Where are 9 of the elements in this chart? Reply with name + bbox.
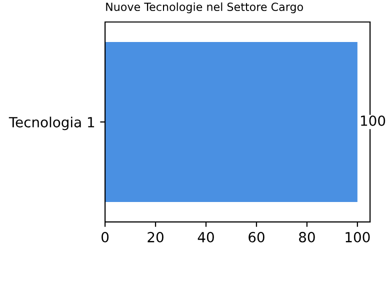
data-label: 100 — [361, 115, 386, 126]
x-tick-label: 80 — [299, 232, 315, 242]
x-tick-label: 20 — [148, 232, 164, 242]
x-tick-label: 40 — [198, 232, 214, 242]
y-tick-label: Tecnologia 1 — [8, 116, 94, 130]
x-tick-label: 60 — [248, 232, 264, 242]
x-tick-label: 0 — [102, 232, 109, 242]
chart-title: Nuove Tecnologie nel Settore Cargo — [106, 2, 303, 14]
x-tick-label: 100 — [346, 232, 370, 242]
